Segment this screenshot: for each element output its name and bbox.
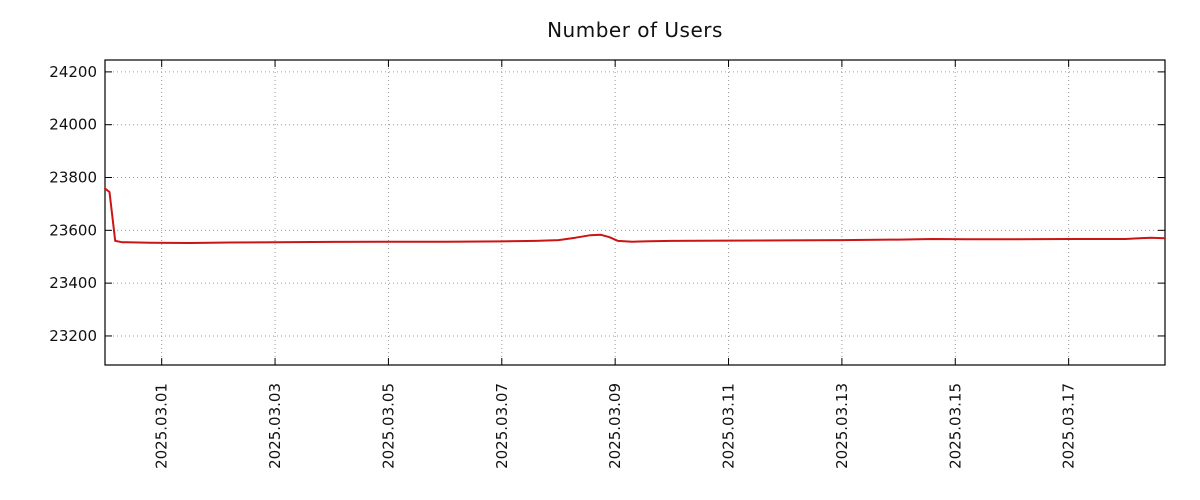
x-tick-label: 2025.03.01 bbox=[153, 383, 171, 469]
y-tick-label: 24000 bbox=[49, 116, 97, 134]
x-tick-label: 2025.03.17 bbox=[1060, 383, 1078, 469]
x-tick-label: 2025.03.03 bbox=[266, 383, 284, 469]
x-tick-label: 2025.03.11 bbox=[720, 383, 738, 469]
users-series-line bbox=[104, 187, 1166, 244]
plot-border bbox=[104, 59, 1166, 366]
x-tick-label: 2025.03.07 bbox=[493, 383, 511, 469]
y-tick-label: 23400 bbox=[49, 274, 97, 292]
y-tick-label: 23600 bbox=[49, 221, 97, 239]
x-tick-label: 2025.03.13 bbox=[833, 383, 851, 469]
x-tick-label: 2025.03.09 bbox=[606, 383, 624, 469]
x-tick-label: 2025.03.05 bbox=[379, 383, 397, 469]
y-tick-label: 23200 bbox=[49, 327, 97, 345]
y-tick-label: 24200 bbox=[49, 63, 97, 81]
x-tick-label: 2025.03.15 bbox=[946, 383, 964, 469]
y-tick-label: 23800 bbox=[49, 169, 97, 187]
chart-title: Number of Users bbox=[547, 18, 723, 42]
